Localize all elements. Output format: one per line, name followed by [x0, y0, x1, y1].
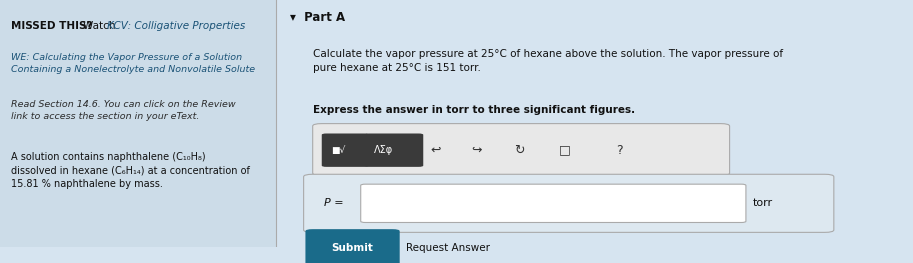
FancyBboxPatch shape	[321, 134, 369, 167]
FancyBboxPatch shape	[306, 229, 400, 263]
Text: torr: torr	[752, 199, 772, 209]
Text: MISSED THIS?: MISSED THIS?	[11, 21, 92, 31]
Text: ↻: ↻	[514, 144, 524, 156]
FancyBboxPatch shape	[304, 174, 834, 232]
Text: ↩: ↩	[431, 144, 441, 156]
Text: Request Answer: Request Answer	[406, 243, 490, 253]
Text: ?: ?	[616, 144, 623, 156]
Text: Read Section 14.6. You can click on the Review
link to access the section in you: Read Section 14.6. You can click on the …	[11, 100, 236, 121]
Text: Watch: Watch	[83, 21, 119, 31]
Text: ↪: ↪	[471, 144, 482, 156]
Text: WE: Calculating the Vapor Pressure of a Solution
Containing a Nonelectrolyte and: WE: Calculating the Vapor Pressure of a …	[11, 53, 255, 74]
Text: Calculate the vapor pressure at 25°C of hexane above the solution. The vapor pre: Calculate the vapor pressure at 25°C of …	[312, 49, 782, 73]
Text: KCV: Colligative Properties: KCV: Colligative Properties	[107, 21, 246, 31]
Text: ■√: ■√	[331, 145, 345, 155]
Text: P =: P =	[323, 199, 343, 209]
Text: A solution contains naphthalene (C₁₀H₈)
dissolved in hexane (C₆H₁₄) at a concent: A solution contains naphthalene (C₁₀H₈) …	[11, 152, 250, 189]
FancyBboxPatch shape	[0, 0, 277, 247]
FancyBboxPatch shape	[364, 134, 424, 167]
Text: Submit: Submit	[331, 243, 373, 253]
Text: Express the answer in torr to three significant figures.: Express the answer in torr to three sign…	[312, 105, 635, 115]
Text: □: □	[559, 144, 571, 156]
FancyBboxPatch shape	[361, 184, 746, 222]
FancyBboxPatch shape	[312, 124, 729, 175]
Text: ▾  Part A: ▾ Part A	[290, 11, 345, 24]
Text: ΛΣφ: ΛΣφ	[374, 145, 394, 155]
